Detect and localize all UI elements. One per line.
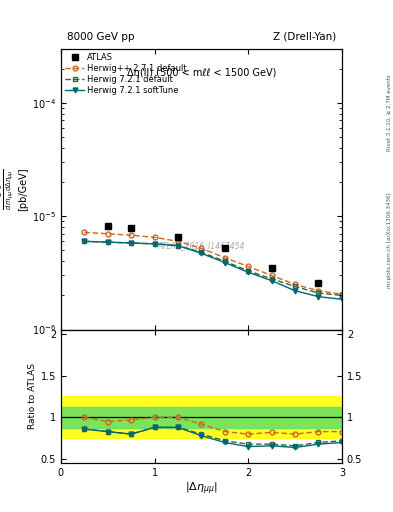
- Herwig++ 2.7.1 default: [293, 282, 298, 288]
- Herwig++ 2.7.1 default: [340, 291, 344, 297]
- Herwig 7.2.1 default: [176, 243, 180, 249]
- Herwig++ 2.7.1 default: [316, 288, 321, 294]
- Herwig++ 2.7.1 default: [269, 272, 274, 279]
- ATLAS: [105, 223, 110, 229]
- Herwig 7.2.1 default: [222, 258, 227, 264]
- ATLAS: [316, 280, 321, 286]
- Herwig++ 2.7.1 default: [222, 254, 227, 261]
- Line: Herwig++ 2.7.1 default: Herwig++ 2.7.1 default: [82, 230, 344, 296]
- Herwig 7.2.1 default: [129, 240, 134, 246]
- Text: Z (Drell-Yan): Z (Drell-Yan): [273, 32, 336, 41]
- Text: 8000 GeV pp: 8000 GeV pp: [66, 32, 134, 41]
- Y-axis label: $\frac{d^2\sigma}{d\,m_{\mu\mu}\,d\Delta\eta_{\mu\mu}}$
[pb/GeV]: $\frac{d^2\sigma}{d\,m_{\mu\mu}\,d\Delta…: [0, 167, 28, 211]
- Legend: ATLAS, Herwig++ 2.7.1 default, Herwig 7.2.1 default, Herwig 7.2.1 softTune: ATLAS, Herwig++ 2.7.1 default, Herwig 7.…: [64, 51, 188, 97]
- Herwig 7.2.1 default: [340, 292, 344, 298]
- Text: mcplots.cern.ch [arXiv:1306.3436]: mcplots.cern.ch [arXiv:1306.3436]: [387, 193, 392, 288]
- Herwig 7.2.1 softTune: [246, 269, 251, 275]
- Herwig++ 2.7.1 default: [199, 245, 204, 251]
- Herwig 7.2.1 default: [316, 290, 321, 296]
- Herwig 7.2.1 default: [152, 241, 157, 247]
- Herwig 7.2.1 softTune: [152, 241, 157, 247]
- Y-axis label: Ratio to ATLAS: Ratio to ATLAS: [28, 364, 37, 430]
- ATLAS: [222, 245, 227, 251]
- Herwig 7.2.1 softTune: [176, 243, 180, 249]
- Line: Herwig 7.2.1 default: Herwig 7.2.1 default: [82, 239, 344, 298]
- Text: Δη(ll) (500 < mℓℓ < 1500 GeV): Δη(ll) (500 < mℓℓ < 1500 GeV): [127, 68, 276, 78]
- ATLAS: [269, 265, 274, 271]
- Herwig 7.2.1 softTune: [129, 240, 134, 246]
- Herwig 7.2.1 softTune: [105, 239, 110, 245]
- Text: ATLAS_2016_I1467454: ATLAS_2016_I1467454: [158, 241, 245, 250]
- Text: Rivet 3.1.10, ≥ 2.7M events: Rivet 3.1.10, ≥ 2.7M events: [387, 74, 392, 151]
- Line: ATLAS: ATLAS: [105, 223, 321, 286]
- Herwig 7.2.1 softTune: [82, 238, 87, 244]
- Herwig 7.2.1 default: [105, 239, 110, 245]
- Herwig 7.2.1 default: [246, 268, 251, 274]
- Herwig 7.2.1 softTune: [269, 278, 274, 284]
- Herwig 7.2.1 default: [293, 283, 298, 289]
- ATLAS: [129, 225, 134, 231]
- Herwig++ 2.7.1 default: [246, 263, 251, 269]
- Herwig++ 2.7.1 default: [82, 229, 87, 236]
- Herwig++ 2.7.1 default: [105, 231, 110, 237]
- Line: Herwig 7.2.1 softTune: Herwig 7.2.1 softTune: [82, 239, 344, 302]
- Herwig 7.2.1 default: [269, 276, 274, 282]
- Herwig 7.2.1 softTune: [316, 293, 321, 300]
- Herwig 7.2.1 softTune: [222, 260, 227, 266]
- Herwig 7.2.1 default: [199, 249, 204, 255]
- Herwig 7.2.1 softTune: [199, 250, 204, 257]
- Herwig++ 2.7.1 default: [129, 232, 134, 238]
- ATLAS: [176, 234, 180, 241]
- Herwig 7.2.1 softTune: [293, 288, 298, 294]
- Herwig++ 2.7.1 default: [176, 238, 180, 244]
- Herwig 7.2.1 softTune: [340, 296, 344, 303]
- Herwig++ 2.7.1 default: [152, 234, 157, 241]
- X-axis label: $|\Delta\eta_{\mu\mu}|$: $|\Delta\eta_{\mu\mu}|$: [185, 481, 218, 497]
- Herwig 7.2.1 default: [82, 238, 87, 244]
